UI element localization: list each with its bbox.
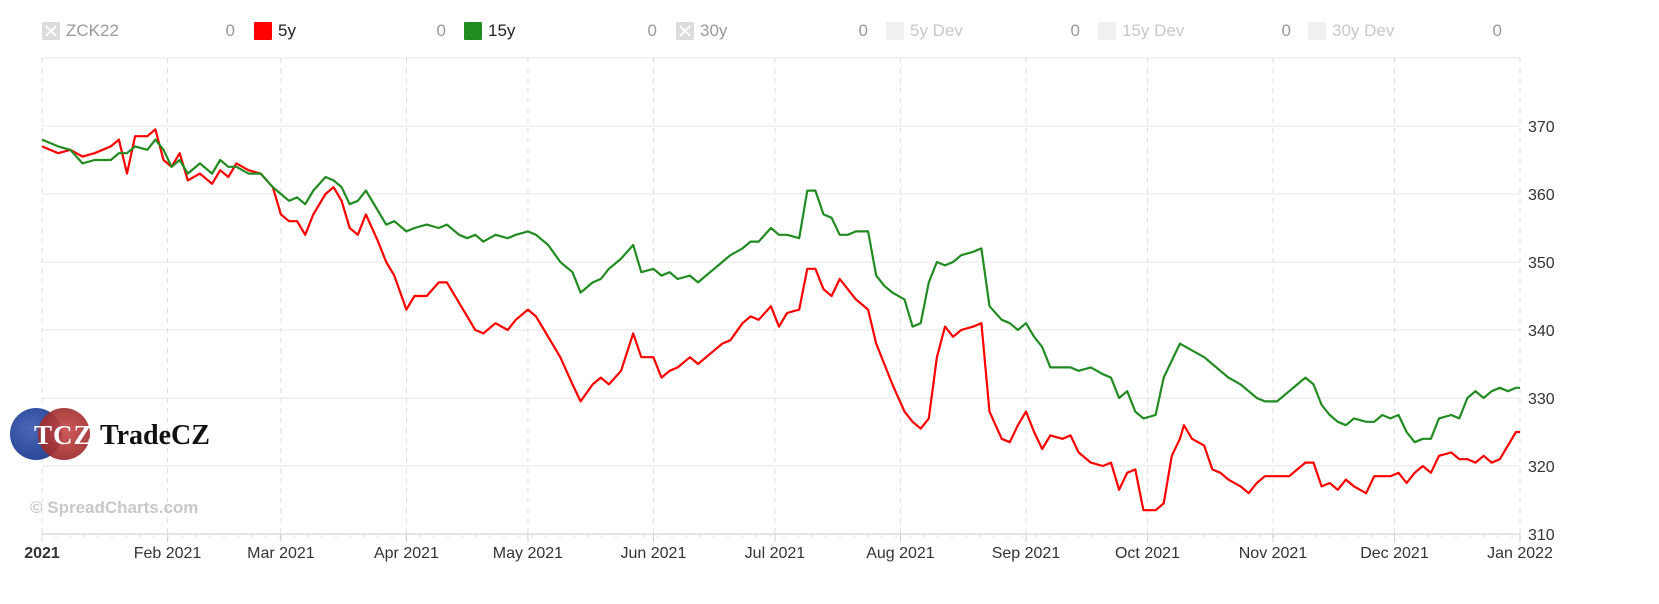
legend-label: 15y xyxy=(488,21,516,40)
x-tick-label: Sep 2021 xyxy=(992,545,1061,562)
grid xyxy=(41,57,1521,535)
series-line-15y[interactable] xyxy=(41,138,1520,444)
x-tick-label: May 2021 xyxy=(493,545,563,562)
logo-circle-red xyxy=(38,408,90,460)
series-layer xyxy=(41,128,1520,512)
axes: 310 320 330 340 350 360 370 2021 Feb 2021 Mar 202… xyxy=(24,119,1555,562)
legend-label: 5y xyxy=(278,21,296,40)
x-tick-label: Apr 2021 xyxy=(374,545,439,562)
legend-label: 5y Dev xyxy=(910,21,963,40)
y-tick-label: 340 xyxy=(1528,323,1555,340)
y-tick-label: 350 xyxy=(1528,255,1555,272)
legend-label: 30y xyxy=(700,21,728,40)
legend-swatch-icon[interactable] xyxy=(886,22,904,40)
brand-name: TradeCZ xyxy=(100,420,210,451)
x-tick-label: Jul 2021 xyxy=(745,545,806,562)
y-tick-label: 330 xyxy=(1528,391,1555,408)
x-tick-label: Feb 2021 xyxy=(134,545,202,562)
y-tick-label: 360 xyxy=(1528,187,1555,204)
legend-value: 0 xyxy=(1281,21,1291,40)
legend-swatch-icon[interactable] xyxy=(42,22,60,40)
credit-text: © SpreadCharts.com xyxy=(30,498,199,517)
x-tick-label: Mar 2021 xyxy=(247,545,315,562)
legend-swatch-icon[interactable] xyxy=(676,22,694,40)
y-tick-label: 320 xyxy=(1528,459,1555,476)
legend-value: 0 xyxy=(647,21,657,40)
x-tick-label: Oct 2021 xyxy=(1115,545,1180,562)
logo-text: TCZ xyxy=(34,420,93,450)
legend-value: 0 xyxy=(858,21,868,40)
legend-label: ZCK22 xyxy=(66,21,119,40)
series-line-5y[interactable] xyxy=(41,128,1520,512)
legend-value: 0 xyxy=(225,21,235,40)
y-tick-label: 310 xyxy=(1528,527,1555,544)
legend-label: 15y Dev xyxy=(1122,21,1185,40)
legend-swatch-icon[interactable] xyxy=(1098,22,1116,40)
y-tick-label: 370 xyxy=(1528,119,1555,136)
brand-logo: TCZ TradeCZ xyxy=(10,408,230,464)
x-tick-label: Jun 2021 xyxy=(621,545,687,562)
x-tick-label: Nov 2021 xyxy=(1239,545,1308,562)
legend-swatch-icon[interactable] xyxy=(464,22,482,40)
legend-value: 0 xyxy=(1070,21,1080,40)
x-tick-label: Jan 2022 xyxy=(1487,545,1553,562)
legend-label: 30y Dev xyxy=(1332,21,1395,40)
x-tick-label: 2021 xyxy=(24,545,60,562)
x-tick-label: Aug 2021 xyxy=(866,545,935,562)
legend-value: 0 xyxy=(1492,21,1502,40)
legend-swatch-icon[interactable] xyxy=(254,22,272,40)
legend-value: 0 xyxy=(436,21,446,40)
legend-swatch-icon[interactable] xyxy=(1308,22,1326,40)
x-tick-label: Dec 2021 xyxy=(1360,545,1429,562)
